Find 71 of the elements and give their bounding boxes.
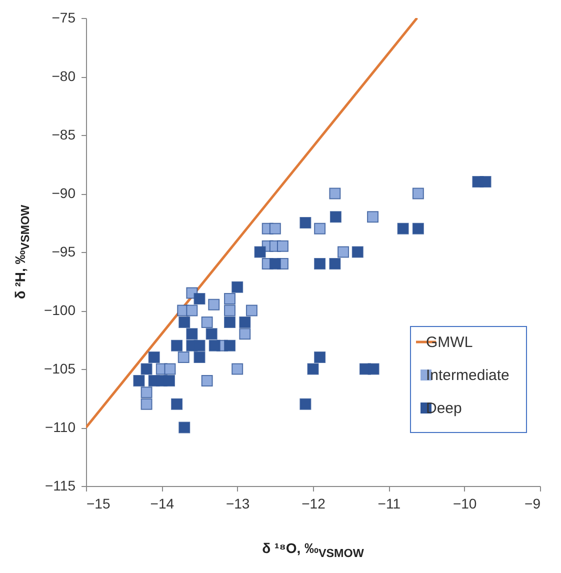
y-tick-label: −95 <box>52 244 76 260</box>
point <box>254 246 266 258</box>
x-tick-label: −10 <box>452 496 477 512</box>
point <box>133 374 145 386</box>
point <box>246 304 258 316</box>
point <box>224 316 236 328</box>
point <box>224 293 236 305</box>
legend-label: Intermediate <box>426 367 510 384</box>
point <box>164 363 176 375</box>
x-tick-label: −11 <box>378 496 401 512</box>
point <box>232 363 244 375</box>
x-tick-label: −12 <box>302 496 326 512</box>
point <box>194 340 206 352</box>
x-axis-title: δ ¹⁸O, ‰$_{VSMOW}$ <box>262 540 364 560</box>
point <box>140 386 152 398</box>
point <box>314 352 326 364</box>
point <box>186 304 198 316</box>
point <box>412 188 424 200</box>
point <box>352 246 364 258</box>
y-tick-label: −80 <box>52 68 76 84</box>
point <box>201 316 213 328</box>
x-tick-label: −13 <box>226 496 250 512</box>
point <box>194 352 206 364</box>
point <box>367 211 379 223</box>
point <box>329 188 341 200</box>
x-tick-label: −15 <box>86 496 110 512</box>
point <box>140 398 152 410</box>
point <box>171 398 183 410</box>
y-tick-label: −75 <box>52 10 76 26</box>
point <box>307 363 319 375</box>
point <box>140 363 152 375</box>
point <box>186 328 198 340</box>
point <box>208 340 220 352</box>
y-tick-label: −115 <box>45 478 76 494</box>
point <box>148 352 160 364</box>
point <box>368 363 380 375</box>
x-tick-label: −9 <box>524 496 541 512</box>
point <box>338 246 350 258</box>
point <box>194 293 206 305</box>
point <box>300 398 312 410</box>
point <box>330 211 342 223</box>
point <box>232 281 244 293</box>
point <box>314 258 326 270</box>
point <box>329 258 341 270</box>
point <box>208 298 220 310</box>
point <box>224 340 236 352</box>
point <box>163 374 175 386</box>
point <box>412 222 424 234</box>
y-tick-label: −105 <box>44 360 76 376</box>
point <box>397 222 409 234</box>
point <box>178 422 190 434</box>
point <box>300 217 312 228</box>
point <box>171 340 183 352</box>
point <box>178 316 190 328</box>
point <box>224 304 236 316</box>
x-tick-label: −14 <box>150 496 174 512</box>
text: GMWL <box>426 334 473 351</box>
point <box>239 328 251 340</box>
y-tick-label: −100 <box>44 302 76 318</box>
point <box>314 222 326 234</box>
y-tick-label: −85 <box>52 126 76 142</box>
point <box>201 374 213 386</box>
y-tick-label: −110 <box>45 419 76 435</box>
point <box>239 316 251 328</box>
point <box>480 176 492 188</box>
point <box>276 240 288 252</box>
point <box>269 258 281 270</box>
point <box>269 222 281 234</box>
y-tick-label: −90 <box>52 185 76 201</box>
point <box>206 328 218 340</box>
point <box>178 352 190 364</box>
